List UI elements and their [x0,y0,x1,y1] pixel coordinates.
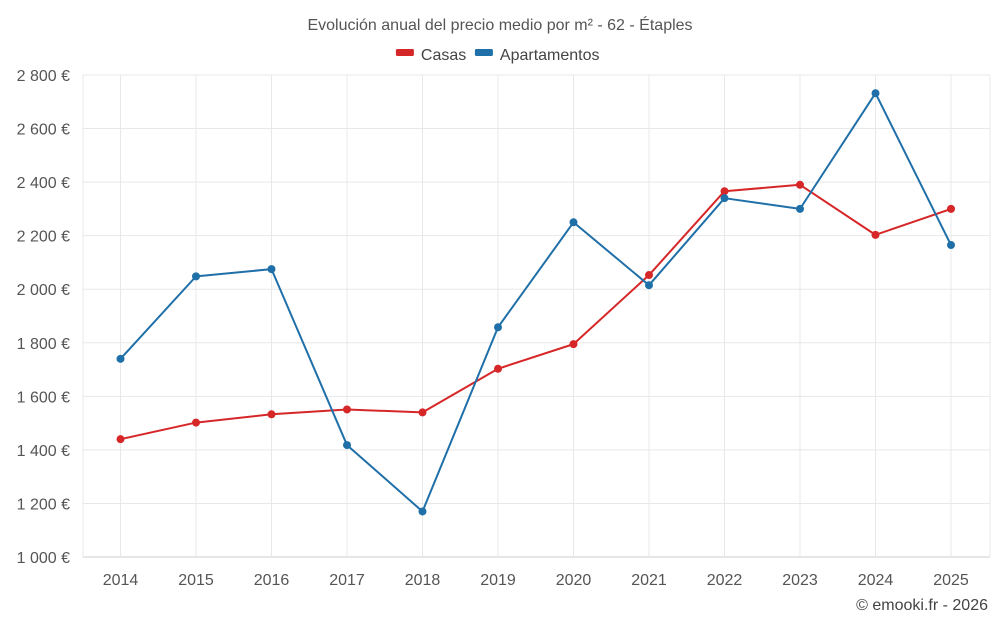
data-point[interactable] [343,441,351,450]
y-tick-label: 2 000 € [17,282,70,299]
data-point[interactable] [494,323,502,332]
legend-label: Casas [421,47,466,64]
x-tick-label: 2018 [405,572,441,589]
x-tick-label: 2023 [782,572,818,589]
x-tick-label: 2015 [178,572,214,589]
chart-title: Evolución anual del precio medio por m² … [307,15,692,34]
legend-label: Apartamentos [500,47,600,64]
series-line [120,183,952,441]
legend-item-casas[interactable]: Casas [395,47,466,64]
data-point[interactable] [796,180,804,189]
data-point[interactable] [569,218,578,227]
series-apartamentos [116,89,955,516]
x-tick-label: 2019 [480,572,516,589]
y-tick-label: 1 400 € [17,443,70,460]
grid-layer [82,74,991,558]
x-tick-label: 2014 [103,572,139,589]
y-tick-label: 2 200 € [17,229,70,246]
y-tick-label: 2 400 € [17,175,70,192]
data-point[interactable] [720,187,729,196]
data-point[interactable] [871,89,880,98]
data-point[interactable] [947,204,955,213]
data-point[interactable] [418,507,427,516]
data-point[interactable] [947,241,955,250]
series-casas [116,180,955,444]
x-tick-label: 2025 [933,572,969,589]
data-point[interactable] [192,418,200,427]
x-tick-label: 2024 [858,572,894,589]
x-tick-label: 2022 [707,572,743,589]
legend-swatch [474,49,493,56]
data-point[interactable] [645,281,653,290]
y-tick-label: 2 600 € [17,122,70,139]
data-point[interactable] [343,405,351,414]
x-tick-label: 2021 [631,572,667,589]
y-tick-label: 1 600 € [17,389,70,406]
data-point[interactable] [871,230,880,239]
legend-swatch [395,49,414,56]
y-tick-label: 1 800 € [17,336,70,353]
series-layer [116,89,955,516]
data-point[interactable] [569,340,578,349]
data-point[interactable] [116,354,125,363]
data-point[interactable] [116,435,125,444]
x-tick-label: 2017 [329,572,365,589]
data-point[interactable] [494,364,502,373]
y-tick-label: 1 200 € [17,496,70,513]
data-point[interactable] [418,408,427,417]
series-line [119,92,952,513]
legend: Casas Apartamentos [395,47,600,64]
x-tick-label: 2016 [254,572,290,589]
data-point[interactable] [267,265,276,274]
data-point[interactable] [267,410,276,419]
y-tick-label: 2 800 € [17,68,70,85]
data-point[interactable] [645,271,653,280]
legend-item-apartamentos[interactable]: Apartamentos [474,47,600,64]
y-tick-label: 1 000 € [17,550,70,567]
x-tick-label: 2020 [556,572,592,589]
data-point[interactable] [796,204,804,213]
credit-text: © emooki.fr - 2026 [856,597,988,614]
data-point[interactable] [192,272,200,281]
axis-layer: 1 000 € 1 200 € 1 400 € 1 600 € 1 800 € 2 000… [17,68,969,589]
data-point[interactable] [720,194,729,203]
